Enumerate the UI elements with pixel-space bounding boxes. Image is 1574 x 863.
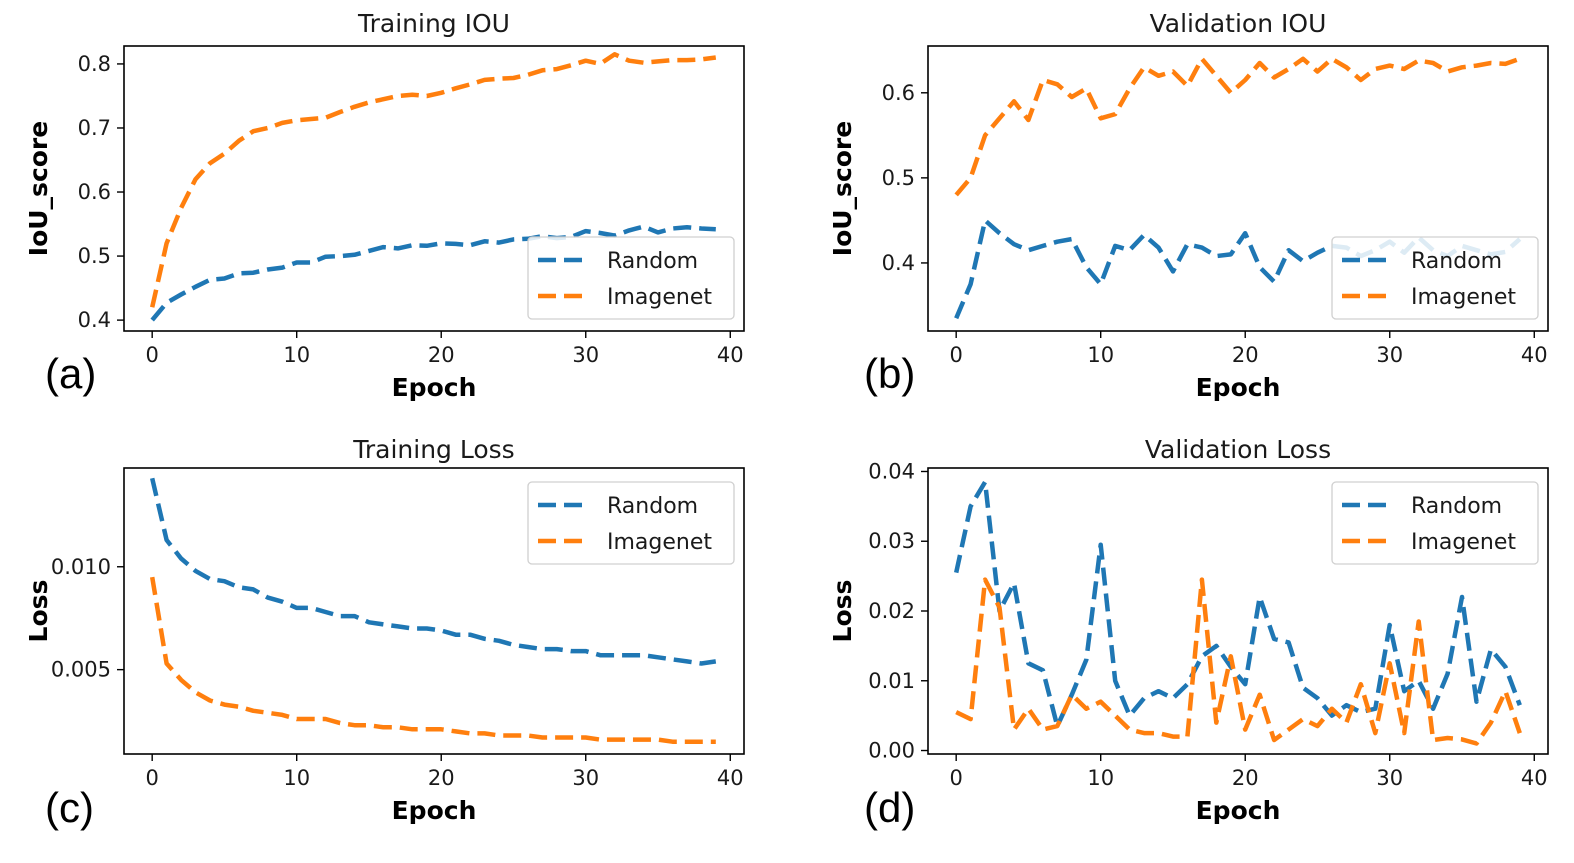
series-line-imagenet (955, 577, 1522, 746)
legend-box (527, 481, 735, 565)
legend: Random Imagenet (527, 236, 735, 320)
legend-box (1331, 236, 1539, 320)
legend-label-random: Random (1411, 249, 1502, 274)
x-tick-label: 40 (1521, 343, 1548, 367)
legend-label-random: Random (1411, 494, 1502, 519)
x-tick-label: 10 (283, 343, 310, 367)
legend-label-random: Random (607, 249, 698, 274)
x-tick-label: 0 (145, 766, 158, 790)
x-tick-label: 20 (428, 766, 455, 790)
chart-panel-4: Validation Loss 0 10 20 30 40 0.00 0.01 0.02 0.03… (828, 435, 1549, 831)
x-axis-label: Epoch (392, 373, 477, 402)
x-tick-label: 20 (1232, 766, 1259, 790)
y-tick-label: 0.04 (868, 459, 915, 483)
legend: Random Imagenet (1331, 236, 1539, 320)
y-axis-label: Loss (24, 580, 53, 643)
y-tick-label: 0.4 (882, 251, 915, 275)
x-tick-label: 30 (1376, 766, 1403, 790)
x-tick-label: 0 (949, 343, 962, 367)
x-tick-label: 10 (283, 766, 310, 790)
panel-label: (a) (45, 350, 96, 397)
chart-title: Validation Loss (1145, 435, 1331, 464)
plot-frame (123, 467, 745, 755)
series-line-imagenet (954, 56, 1521, 197)
legend-label-imagenet: Imagenet (1411, 530, 1516, 555)
panel-label: (b) (864, 350, 915, 397)
y-tick-label: 0.5 (882, 166, 915, 190)
y-tick-label: 0.8 (78, 52, 111, 76)
chart-title: Validation IOU (1150, 9, 1327, 38)
y-tick-label: 0.005 (51, 658, 111, 682)
y-tick-label: 0.00 (868, 739, 915, 763)
x-tick-label: 30 (1376, 343, 1403, 367)
x-tick-label: 40 (1521, 766, 1548, 790)
x-axis-label: Epoch (1196, 796, 1281, 825)
chart-title: Training Loss (352, 435, 514, 464)
series-line-imagenet (149, 576, 716, 744)
x-tick-label: 40 (717, 766, 744, 790)
x-tick-label: 30 (572, 766, 599, 790)
series-line-imagenet (150, 52, 717, 308)
plot-frame (927, 45, 1549, 332)
series-line-random (150, 224, 716, 322)
legend-box (527, 236, 735, 320)
panel-label: (d) (864, 784, 915, 831)
x-tick-label: 0 (145, 343, 158, 367)
legend-label-random: Random (607, 494, 698, 519)
y-tick-label: 0.02 (868, 599, 915, 623)
legend-label-imagenet: Imagenet (1411, 285, 1516, 310)
y-tick-label: 0.010 (51, 555, 111, 579)
chart-panel-3: Training Loss 0 10 20 30 40 0.005 0.010 Epoch Los… (24, 435, 745, 831)
chart-panel-1: Training IOU 0 10 20 30 40 0.4 0.5 0.6 0.7 0.8 Epoc… (24, 9, 745, 402)
y-tick-label: 0.01 (868, 669, 915, 693)
chart-title: Training IOU (357, 9, 510, 38)
y-axis-label: Loss (828, 580, 857, 643)
x-tick-label: 10 (1087, 766, 1114, 790)
plot-frame (123, 45, 745, 332)
chart-panel-2: Validation IOU 0 10 20 30 40 0.4 0.5 0.6 Epoch IoU… (828, 9, 1549, 402)
legend: Random Imagenet (1331, 481, 1539, 565)
x-tick-label: 30 (572, 343, 599, 367)
legend-label-imagenet: Imagenet (607, 530, 712, 555)
x-axis-label: Epoch (392, 796, 477, 825)
x-tick-label: 20 (428, 343, 455, 367)
series-line-random (150, 477, 717, 666)
x-axis-label: Epoch (1196, 373, 1281, 402)
panel-label: (c) (45, 784, 94, 831)
legend-label-imagenet: Imagenet (607, 285, 712, 310)
y-tick-label: 0.6 (78, 180, 111, 204)
x-tick-label: 20 (1232, 343, 1259, 367)
y-axis-label: IoU_score (24, 121, 53, 256)
y-tick-label: 0.03 (868, 529, 915, 553)
x-tick-label: 40 (717, 343, 744, 367)
y-tick-label: 0.6 (882, 81, 915, 105)
y-tick-label: 0.4 (78, 308, 111, 332)
x-tick-label: 10 (1087, 343, 1114, 367)
legend-box (1331, 481, 1539, 565)
legend: Random Imagenet (527, 481, 735, 565)
y-axis-label: IoU_score (828, 121, 857, 256)
y-tick-label: 0.5 (78, 244, 111, 268)
x-tick-label: 0 (949, 766, 962, 790)
y-tick-label: 0.7 (78, 116, 111, 140)
